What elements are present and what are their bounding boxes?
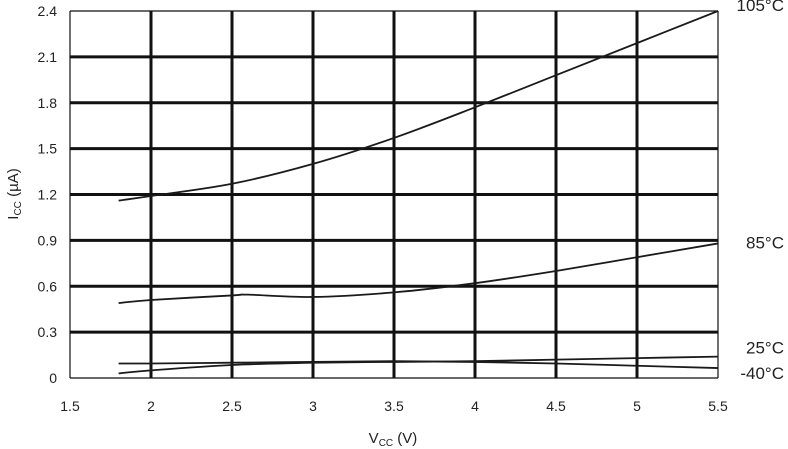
series-label-25c: 25°C (746, 339, 784, 358)
y-tick-label: 0.6 (38, 278, 58, 294)
y-axis-title: ICC (µA) (5, 168, 24, 219)
x-axis-title: VCC (V) (369, 430, 418, 449)
x-tick-label: 3 (309, 398, 317, 414)
y-tick-label: 0 (49, 370, 57, 386)
series-line-105c (118, 10, 719, 202)
x-tick-label: 4 (471, 398, 479, 414)
y-tick-label: 1.2 (38, 187, 58, 203)
x-tick-label: 1.5 (60, 398, 80, 414)
x-tick-label: 2 (147, 398, 155, 414)
series-labels: 105°C 85°C 25°C -40°C (737, 0, 784, 383)
series-line-minus40c (118, 360, 719, 369)
series-label-minus40c: -40°C (740, 364, 784, 383)
grid (69, 10, 719, 379)
y-tick-label: 2.1 (38, 49, 58, 65)
series-lines (118, 10, 719, 375)
x-tick-label: 4.5 (546, 398, 566, 414)
x-tick-label: 5 (633, 398, 641, 414)
x-tick-label: 3.5 (384, 398, 404, 414)
y-tick-labels: 0 0.3 0.6 0.9 1.2 1.5 1.8 2.1 2.4 (38, 3, 58, 386)
y-tick-label: 0.3 (38, 324, 58, 340)
x-tick-labels: 1.5 2 2.5 3 3.5 4 4.5 5 5.5 (60, 398, 728, 414)
series-label-105c: 105°C (737, 0, 784, 15)
y-tick-label: 1.8 (38, 95, 58, 111)
series-line-85c (118, 242, 719, 304)
y-tick-label: 1.5 (38, 141, 58, 157)
x-tick-label: 2.5 (222, 398, 242, 414)
x-tick-label: 5.5 (708, 398, 728, 414)
y-tick-label: 2.4 (38, 3, 58, 19)
series-label-85c: 85°C (746, 233, 784, 252)
y-tick-label: 0.9 (38, 232, 58, 248)
